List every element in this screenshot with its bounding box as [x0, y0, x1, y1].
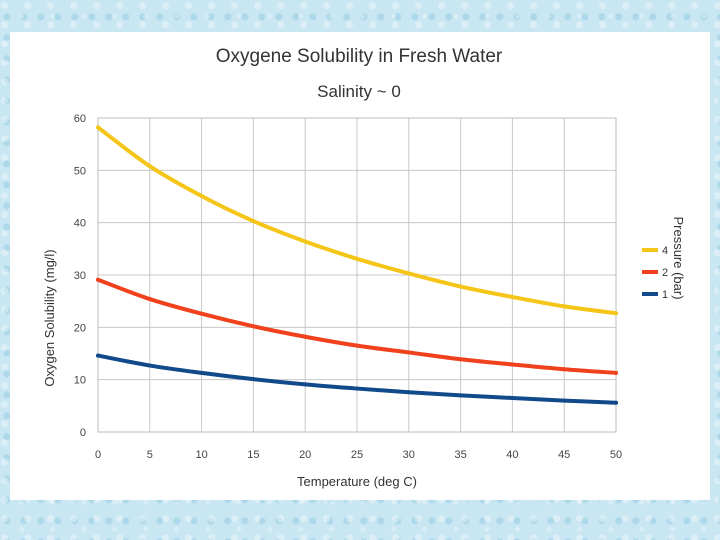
- x-tick-label: 10: [195, 449, 207, 461]
- chart: Oxygene Solubility in Fresh Water Salini…: [42, 46, 686, 489]
- y-tick-label: 0: [80, 427, 86, 439]
- y-axis-label: Oxygen Solubility (mg/l): [42, 249, 57, 386]
- data-point-2: [251, 324, 256, 329]
- data-point-4: [355, 256, 359, 261]
- series-lines: [96, 125, 618, 405]
- data-point-1: [510, 395, 515, 400]
- y-tick-label: 50: [74, 165, 86, 177]
- data-point-2: [303, 334, 308, 339]
- x-axis-label: Temperature (deg C): [297, 474, 417, 489]
- y-tick-label: 30: [74, 270, 86, 282]
- data-point-1: [199, 370, 204, 375]
- data-point-1: [251, 377, 256, 382]
- data-point-4: [614, 311, 618, 316]
- data-point-2: [199, 311, 204, 316]
- data-point-4: [303, 239, 308, 244]
- y-tick-label: 20: [74, 322, 86, 334]
- data-point-1: [303, 382, 308, 387]
- x-axis-ticks: 0 5 10 15 20 25 30 35 40 45 50: [95, 449, 622, 461]
- data-point-4: [96, 125, 100, 130]
- y-tick-label: 10: [74, 375, 86, 387]
- data-point-2: [406, 350, 411, 355]
- data-point-4: [562, 304, 567, 309]
- data-point-1: [614, 400, 618, 405]
- x-tick-label: 35: [454, 449, 466, 461]
- data-point-4: [510, 294, 515, 299]
- data-point-1: [458, 393, 463, 398]
- data-point-2: [355, 343, 359, 348]
- slide-frame: Oxygene Solubility in Fresh Water Salini…: [10, 32, 710, 500]
- y-axis-ticks: 0 10 20 30 40 50 60: [74, 113, 86, 439]
- data-point-4: [406, 271, 411, 276]
- plot-border: [97, 117, 617, 433]
- x-tick-label: 40: [506, 449, 518, 461]
- x-tick-label: 50: [610, 449, 622, 461]
- x-tick-label: 5: [147, 449, 153, 461]
- data-point-2: [510, 362, 515, 367]
- legend-label-4: 4: [662, 245, 668, 257]
- data-point-1: [355, 386, 359, 391]
- legend-title: Pressure (bar): [671, 216, 686, 299]
- x-tick-label: 15: [247, 449, 259, 461]
- x-tick-label: 45: [558, 449, 570, 461]
- data-point-2: [614, 370, 618, 375]
- data-point-1: [562, 398, 567, 403]
- data-point-1: [406, 390, 411, 395]
- y-tick-label: 60: [74, 113, 86, 125]
- data-point-2: [96, 277, 100, 282]
- data-point-1: [147, 363, 152, 368]
- x-tick-label: 30: [403, 449, 415, 461]
- y-tick-label: 40: [74, 218, 86, 230]
- data-point-4: [251, 219, 256, 224]
- legend-label-1: 1: [662, 289, 668, 301]
- data-point-4: [199, 193, 204, 198]
- data-point-2: [147, 297, 152, 302]
- x-tick-label: 0: [95, 449, 101, 461]
- data-point-2: [562, 367, 567, 372]
- grid: [97, 117, 617, 433]
- legend: 4 2 1: [642, 245, 668, 301]
- x-tick-label: 20: [299, 449, 311, 461]
- data-point-4: [147, 164, 152, 169]
- legend-label-2: 2: [662, 267, 668, 279]
- data-point-4: [458, 284, 463, 289]
- chart-subtitle: Salinity ~ 0: [317, 82, 401, 101]
- chart-title: Oxygene Solubility in Fresh Water: [216, 46, 503, 67]
- x-tick-label: 25: [351, 449, 363, 461]
- data-point-1: [96, 353, 100, 358]
- data-point-2: [458, 357, 463, 362]
